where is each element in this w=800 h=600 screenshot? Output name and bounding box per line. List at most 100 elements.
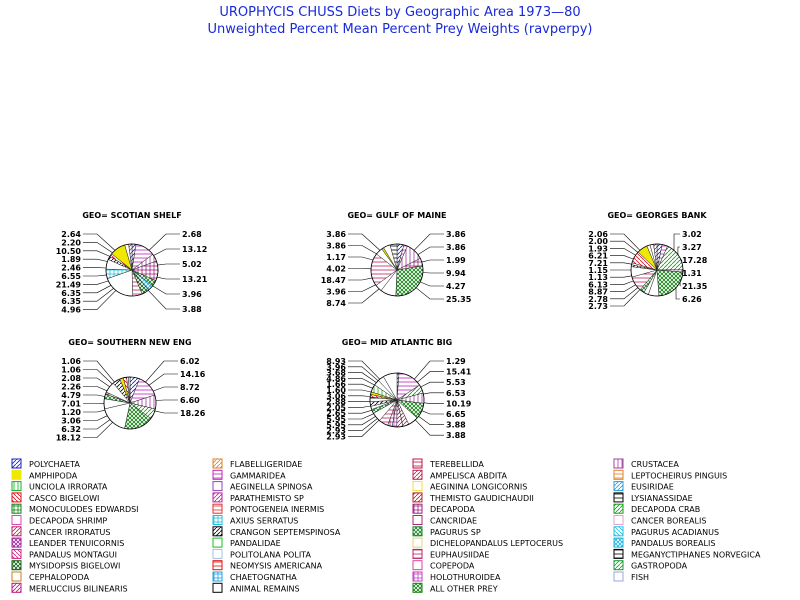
legend-swatch	[613, 548, 624, 559]
legend-label: AEGINELLA SPINOSA	[230, 483, 313, 492]
data-label: 5.53	[446, 378, 466, 387]
legend-label: POLITOLANA POLITA	[230, 550, 311, 559]
leader-line	[83, 233, 116, 251]
legend-item: MONOCULODES EDWARDSI	[11, 503, 139, 514]
leader-line	[421, 259, 444, 263]
legend: POLYCHAETA AMPHIPODA UNCIOLA IRRORATA CASCO…	[11, 458, 761, 593]
legend-swatch	[11, 469, 22, 480]
data-label: 9.94	[446, 269, 466, 278]
legend-label: PANDALUS BOREALIS	[631, 539, 715, 548]
leader-line	[348, 419, 380, 437]
legend-label: AEGININA LONGICORNIS	[430, 483, 527, 492]
legend-swatch	[212, 515, 223, 525]
leader-line	[610, 280, 634, 285]
pie-outline	[370, 243, 424, 297]
legend-item: LEPTOCHEIRUS PINGUIS	[613, 469, 727, 480]
legend-item: DECAPODA SHRIMP	[11, 515, 107, 526]
data-label: 1.15	[588, 266, 608, 275]
leader-line	[348, 383, 373, 389]
data-label: 4.86	[326, 374, 346, 383]
data-label: 2.93	[326, 432, 346, 441]
legend-item: PANDALIDAE	[212, 537, 281, 548]
legend-item: EUPHAUSIIDAE	[412, 548, 489, 559]
legend-swatch	[11, 526, 22, 537]
pie-title: GEO= SCOTIAN SHELF	[82, 211, 181, 220]
legend-label: AXIUS SERRATUS	[230, 517, 298, 526]
leader-line	[680, 259, 683, 263]
legend-label: PAGURUS ACADIANUS	[631, 528, 719, 537]
legend-item: AEGININA LONGICORNIS	[412, 481, 527, 492]
legend-label: ALL OTHER PREY	[430, 584, 498, 593]
data-label: 1.89	[61, 255, 81, 264]
leader-line	[152, 386, 178, 392]
legend-item: TEREBELLIDA	[412, 458, 484, 469]
data-label: 3.02	[682, 230, 702, 239]
legend-swatch	[613, 560, 624, 571]
data-label: 6.02	[180, 357, 200, 366]
pie-2: GEO= GEORGES BANK2.062.001.936.217.211.1…	[588, 211, 707, 311]
leader-line	[610, 240, 639, 253]
legend-item: DECAPODA CRAB	[613, 503, 700, 514]
data-label: 1.17	[326, 253, 346, 262]
legend-label: PANDALIDAE	[230, 539, 281, 548]
legend-item: CRUSTACEA	[613, 458, 679, 469]
legend-label: UNCIOLA IRRORATA	[29, 483, 108, 492]
leader-line	[83, 290, 117, 310]
legend-item: LEANDER TENUICORNIS	[11, 537, 124, 548]
legend-swatch	[412, 548, 423, 559]
leader-line	[610, 233, 641, 251]
legend-swatch	[412, 560, 423, 571]
legend-label: POLYCHAETA	[29, 460, 80, 469]
leader-line	[610, 262, 632, 265]
leader-line	[348, 277, 373, 281]
legend-item: PAGURUS ACADIANUS	[613, 526, 719, 537]
legend-item: COPEPODA	[412, 560, 475, 571]
legend-item: PAGURUS SP	[412, 526, 481, 537]
leader-line	[83, 422, 113, 438]
legend-item: UNCIOLA IRRORATA	[11, 481, 108, 492]
legend-swatch	[412, 492, 423, 503]
legend-label: CANCER IRRORATUS	[29, 528, 110, 537]
legend-swatch	[613, 458, 624, 469]
legend-label: EUPHAUSIIDAE	[430, 550, 489, 559]
data-label: 4.02	[326, 265, 346, 274]
legend-swatch	[412, 582, 423, 593]
data-label: 3.86	[446, 243, 466, 252]
leader-line	[147, 290, 180, 310]
leader-line	[83, 242, 113, 254]
data-label: 6.32	[61, 425, 81, 434]
legend-label: HOLOTHUROIDEA	[430, 573, 501, 582]
leader-line	[348, 405, 371, 408]
data-label: 7.21	[588, 259, 608, 268]
legend-swatch	[212, 560, 223, 571]
data-label: 1.66	[326, 380, 346, 389]
data-label: 2.00	[588, 237, 608, 246]
legend-swatch	[613, 469, 624, 480]
data-label: 3.88	[446, 431, 466, 440]
data-label: 1.20	[61, 408, 81, 417]
data-label: 3.06	[61, 417, 81, 426]
legend-item: AXIUS SERRATUS	[212, 515, 298, 526]
legend-swatch	[212, 469, 223, 480]
legend-item: ALL OTHER PREY	[412, 582, 498, 593]
data-label: 2.65	[326, 409, 346, 418]
legend-item: PONTOGENEIA INERMIS	[212, 503, 324, 514]
data-label: 5.95	[326, 421, 346, 430]
data-label: 6.35	[61, 297, 81, 306]
leader-line	[677, 246, 680, 255]
data-label: 7.01	[61, 400, 81, 409]
legend-item: NEOMYSIS AMERICANA	[212, 560, 323, 571]
legend-swatch	[212, 582, 223, 593]
data-label: 6.35	[61, 289, 81, 298]
legend-swatch	[11, 582, 22, 593]
legend-item: FLABELLIGERIDAE	[212, 458, 302, 469]
legend-label: PONTOGENEIA INERMIS	[230, 505, 324, 514]
data-label: 3.88	[446, 421, 466, 430]
legend-swatch	[212, 537, 223, 548]
leader-line	[348, 233, 381, 251]
data-label: 8.74	[326, 299, 346, 308]
data-label: 10.50	[56, 247, 82, 256]
leader-line	[154, 410, 178, 414]
data-label: 1.93	[588, 244, 608, 253]
data-label: 3.68	[326, 369, 346, 378]
